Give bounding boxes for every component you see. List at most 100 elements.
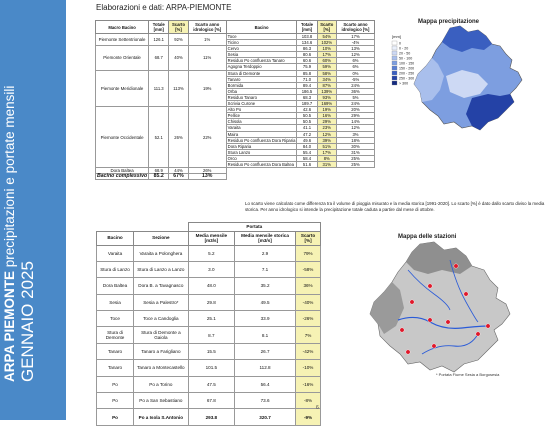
basin-anno: 14% [335,118,376,126]
station-markers [399,263,491,355]
discharge-storica: 8.1 [233,326,297,344]
legend-label: 0 - 20 [399,47,408,51]
basin-scarto: 17% [316,148,337,156]
precip-col-header: Bacino [225,20,298,34]
basin-anno: 6% [335,63,376,71]
portata-group-header: Portata [187,222,322,232]
discharge-sezione: Po a San Sebastiano [133,392,189,410]
basin-scarto: 102% [316,39,337,47]
basin-name: Residuo Po confluenza Dora Baltea [225,160,298,169]
discharge-bacino: Sesia [95,293,135,312]
discharge-row: Dora Baltea Dora B. a Tavagnasco 48.0 35.2 3… [95,277,321,295]
precip-summary-row: Dora Baltea 68.9 44% 26% [94,167,375,175]
discharge-row: Toce Toce a Candoglia 25.1 33.9 -26% [95,310,321,328]
discharge-storica: 56.4 [233,375,297,394]
discharge-scarto: -10% [295,359,321,377]
macro-basin-total: 85.2 [148,173,170,181]
discharge-storica: 2.9 [233,244,297,262]
station-marker-dora-baltea [427,283,433,289]
basin-scarto: 31% [316,160,337,169]
legend-swatch [391,80,398,86]
stations-map-title: Mappa delle stazioni [398,234,457,240]
macro-basin-scarto: 67% [168,173,189,181]
scarto-note: Lo scarto viene calcolato come differenz… [245,201,545,212]
macro-basin-anno: 1% [187,32,227,47]
precipitation-map-title: Mappa precipitazione [418,19,480,25]
basin-scarto: 17% [316,51,337,59]
basin-anno: -5% [335,75,376,83]
macro-basin-scarto: 40% [168,45,189,71]
discharge-media: 15.5 [187,342,236,361]
legend-label: > 300 [399,82,408,86]
precip-band-west [414,58,444,102]
discharge-row: Stura di Lanzo Stura di Lanzo a Lanzo 3.0 7… [95,260,321,279]
legend-swatch [391,50,398,56]
station-marker-po-san-sebastiano [445,319,451,325]
org-name: ARPA PIEMONTE [2,270,17,382]
relief-west [370,282,404,334]
precip-col-header: Macro Bacino [94,20,150,34]
precipitation-map: Mappa precipitazione [mm] 00 - 2020 - 50… [391,19,523,131]
page-number: 6 [316,405,319,411]
legend-label: 150 - 200 [399,67,414,71]
discharge-col-header: Bacino [95,230,135,246]
discharge-scarto: 79% [295,244,321,262]
discharge-sezione: Toce a Candoglia [133,310,189,328]
discharge-sezione: Varaita a Polonghera [133,244,189,262]
precip-row: Residuo Po confluenza Tanaro 60.6 60% 6% [96,57,376,65]
discharge-row: Tanaro Tanaro a Montecastello 101.5 112.8 -1… [95,359,321,377]
discharge-media: 3.0 [187,260,236,279]
discharge-media: 29.8 [187,293,236,312]
legend-swatch [391,40,398,46]
basin-scarto: 51% [316,142,337,150]
basin-anno: 6% [335,57,376,65]
basin-scarto: 59% [316,63,337,71]
discharge-scarto: -8% [295,392,321,410]
river-sesia [449,259,479,323]
macro-basin-scarto: 113% [168,69,189,108]
discharge-storica: 33.9 [233,310,297,328]
precipitation-table: Macro Bacino Totale [mm] Scarto [%] Scarto … [94,20,376,181]
macro-basin-total: 126.1 [148,32,170,47]
discharge-bacino: Stura di Lanzo [95,260,135,279]
discharge-scarto: 7% [295,326,321,344]
discharge-bacino: Tanaro [95,342,135,361]
discharge-row: Po Po a Isola S.Antonio 293.8 320.7 -9% [95,408,321,426]
precip-summary-row: Bacino complessivo 85.2 67% 13% [94,173,375,181]
discharge-media: 8.7 [187,326,236,344]
discharge-bacino: Toce [95,310,135,328]
basin-anno: 18% [335,136,376,144]
macro-basin-total: 111.3 [148,69,170,108]
basin-anno: 20% [335,106,376,114]
basin-anno: 17% [335,32,376,41]
macro-basin-total: 52.1 [148,106,170,169]
legend-swatch [391,60,398,66]
legend-label: 50 - 100 [399,57,412,61]
report-subtitle: precipitazioni e portate mensili [2,85,17,271]
discharge-col-header: Sezione [133,230,189,246]
discharge-row: Varaita Varaita a Polonghera 5.2 2.9 79% [95,244,321,262]
legend-label: 100 - 150 [399,62,414,66]
legend-swatch [391,65,398,71]
discharge-sezione: Stura di Lanzo a Lanzo [133,260,189,279]
macro-basin-name: Piemonte Orientale [94,45,150,71]
precip-row: Chisola 50.5 29% 14% [96,118,376,126]
macro-basin-name: Piemonte Meridionale [94,69,150,108]
discharge-storica: 49.5 [233,293,297,312]
discharge-bacino: Varaita [95,244,135,262]
discharge-sezione: Tanaro a Montecastello [133,359,189,377]
discharge-sezione: Sesia a Palestro* [133,293,189,312]
basin-scarto: 58% [316,69,337,77]
basin-scarto: 60% [316,57,337,65]
station-marker-toce [453,263,459,269]
basin-anno: 29% [335,112,376,120]
discharge-storica: 73.6 [233,392,297,410]
precip-row: Piemonte Meridionale 111.3 113% 19% Stura di… [94,69,376,108]
basin-anno: 5% [335,93,376,102]
discharge-sezione: Po a Isola S.Antonio [133,408,189,426]
sidebar: ARPA PIEMONTE precipitazioni e portate m… [0,0,66,420]
discharge-scarto: -42% [295,342,321,361]
legend-swatch [391,45,398,51]
discharge-media: 25.1 [187,310,236,328]
